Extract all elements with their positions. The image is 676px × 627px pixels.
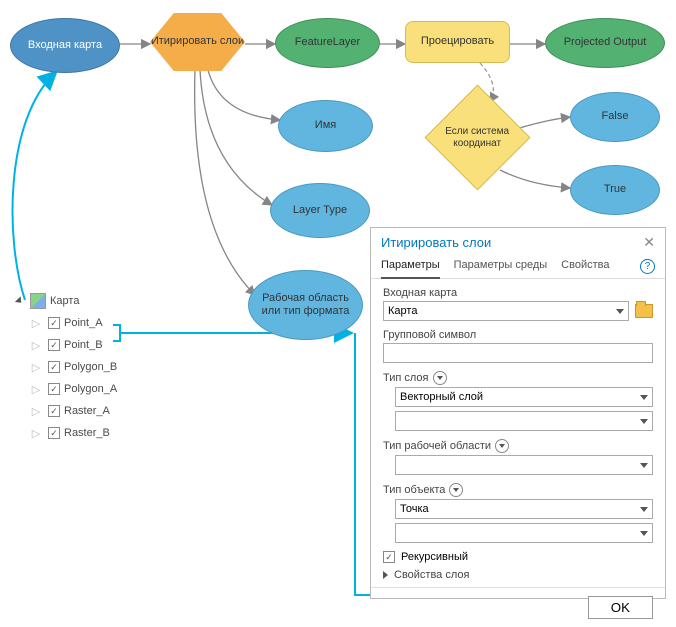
layer-type-extra-dropdown[interactable]: [395, 411, 653, 431]
chevron-down-icon: [616, 309, 624, 314]
node-layer-type[interactable]: Layer Type: [270, 183, 370, 238]
field-label-group-symbol: Групповой символ: [383, 329, 653, 341]
layer-checkbox[interactable]: ✓: [48, 339, 60, 351]
tree-item[interactable]: ▷ ✓ Raster_A: [10, 400, 170, 422]
tree-expand-placeholder: ▷: [28, 339, 44, 352]
tree-item-label: Raster_A: [64, 405, 110, 417]
tree-item-label: Polygon_B: [64, 361, 117, 373]
layer-type-dropdown[interactable]: Векторный слой: [395, 387, 653, 407]
node-iterate[interactable]: Итирировать слои: [150, 13, 245, 71]
map-icon: [30, 293, 46, 309]
iterate-layers-dialog: Итирировать слои ✕ Параметры Параметры с…: [370, 227, 666, 599]
node-input-map[interactable]: Входная карта: [10, 18, 120, 73]
field-label-feature-type: Тип объекта: [383, 484, 445, 496]
tree-expand-placeholder: ▷: [28, 317, 44, 330]
field-label-input-map: Входная карта: [383, 287, 653, 299]
field-label-layer-type: Тип слоя: [383, 372, 429, 384]
tree-root-label: Карта: [50, 295, 79, 307]
tree-expand-placeholder: ▷: [28, 405, 44, 418]
layer-checkbox[interactable]: ✓: [48, 317, 60, 329]
tab-properties[interactable]: Свойства: [561, 259, 609, 278]
tree-item-label: Point_B: [64, 339, 103, 351]
node-name[interactable]: Имя: [278, 100, 373, 152]
node-label: True: [604, 183, 626, 196]
node-projected-output[interactable]: Projected Output: [545, 18, 665, 68]
layer-checkbox[interactable]: ✓: [48, 361, 60, 373]
node-label: FeatureLayer: [295, 36, 360, 49]
browse-folder-icon[interactable]: [635, 304, 653, 318]
help-icon[interactable]: ?: [640, 259, 655, 274]
node-label: Имя: [315, 119, 336, 132]
group-symbol-input[interactable]: [383, 343, 653, 363]
layer-checkbox[interactable]: ✓: [48, 405, 60, 417]
layer-tree: Карта ▷ ✓ Point_A ▷ ✓ Point_B ▷ ✓ Polygon_B ▷ ✓ Pol…: [10, 290, 170, 444]
tab-parameters[interactable]: Параметры: [381, 259, 440, 279]
layer-checkbox[interactable]: ✓: [48, 427, 60, 439]
node-label: Layer Type: [293, 204, 347, 217]
node-label: Итирировать слои: [151, 35, 244, 48]
layer-checkbox[interactable]: ✓: [48, 383, 60, 395]
chevron-down-icon: [640, 531, 648, 536]
tree-item-label: Polygon_A: [64, 383, 117, 395]
diagram-canvas: Входная карта Итирировать слои FeatureLa…: [0, 0, 676, 607]
expand-section-icon[interactable]: [449, 483, 463, 497]
expand-section-icon[interactable]: [495, 439, 509, 453]
chevron-down-icon: [640, 507, 648, 512]
tree-item[interactable]: ▷ ✓ Point_B: [10, 334, 170, 356]
chevron-down-icon: [640, 463, 648, 468]
dialog-tabs: Параметры Параметры среды Свойства ?: [371, 255, 665, 279]
layer-properties-label: Свойства слоя: [394, 569, 469, 581]
tree-item-label: Point_A: [64, 317, 103, 329]
expand-section-icon[interactable]: [433, 371, 447, 385]
tree-expand-placeholder: ▷: [28, 361, 44, 374]
node-label: Входная карта: [28, 39, 102, 52]
field-label-workspace-type: Тип рабочей области: [383, 440, 491, 452]
feature-type-value: Точка: [400, 503, 429, 515]
tree-item[interactable]: ▷ ✓ Polygon_A: [10, 378, 170, 400]
tree-item[interactable]: ▷ ✓ Polygon_B: [10, 356, 170, 378]
tab-environment[interactable]: Параметры среды: [454, 259, 548, 278]
tree-item-label: Raster_B: [64, 427, 110, 439]
tree-item[interactable]: ▷ ✓ Raster_B: [10, 422, 170, 444]
layer-properties-section[interactable]: Свойства слоя: [383, 569, 653, 581]
expand-icon: [14, 296, 23, 305]
node-true[interactable]: True: [570, 165, 660, 215]
node-label: Projected Output: [564, 36, 647, 49]
feature-type-extra-dropdown[interactable]: [395, 523, 653, 543]
close-icon[interactable]: ✕: [643, 234, 655, 251]
input-map-dropdown[interactable]: Карта: [383, 301, 629, 321]
layer-type-value: Векторный слой: [400, 391, 483, 403]
node-label: False: [602, 110, 629, 123]
chevron-down-icon: [640, 395, 648, 400]
node-feature-layer[interactable]: FeatureLayer: [275, 18, 380, 68]
ok-button[interactable]: OK: [588, 596, 653, 619]
feature-type-dropdown[interactable]: Точка: [395, 499, 653, 519]
node-label: Рабочая область или тип формата: [255, 292, 356, 318]
node-project[interactable]: Проецировать: [405, 21, 510, 63]
workspace-type-dropdown[interactable]: [395, 455, 653, 475]
chevron-right-icon: [383, 571, 388, 579]
node-label: Если система координат: [441, 126, 514, 150]
recursive-label: Рекурсивный: [401, 551, 468, 563]
recursive-checkbox[interactable]: ✓: [383, 551, 395, 563]
tree-expand-placeholder: ▷: [28, 427, 44, 440]
tree-expand-placeholder: ▷: [28, 383, 44, 396]
node-false[interactable]: False: [570, 92, 660, 142]
tree-root[interactable]: Карта: [10, 290, 170, 312]
tree-item[interactable]: ▷ ✓ Point_A: [10, 312, 170, 334]
input-map-value: Карта: [388, 305, 417, 317]
node-workspace-type[interactable]: Рабочая область или тип формата: [248, 270, 363, 340]
node-label: Проецировать: [421, 35, 494, 48]
dialog-title: Итирировать слои: [381, 235, 491, 250]
node-if-coordinate-system[interactable]: Если система координат: [424, 84, 530, 190]
chevron-down-icon: [640, 419, 648, 424]
